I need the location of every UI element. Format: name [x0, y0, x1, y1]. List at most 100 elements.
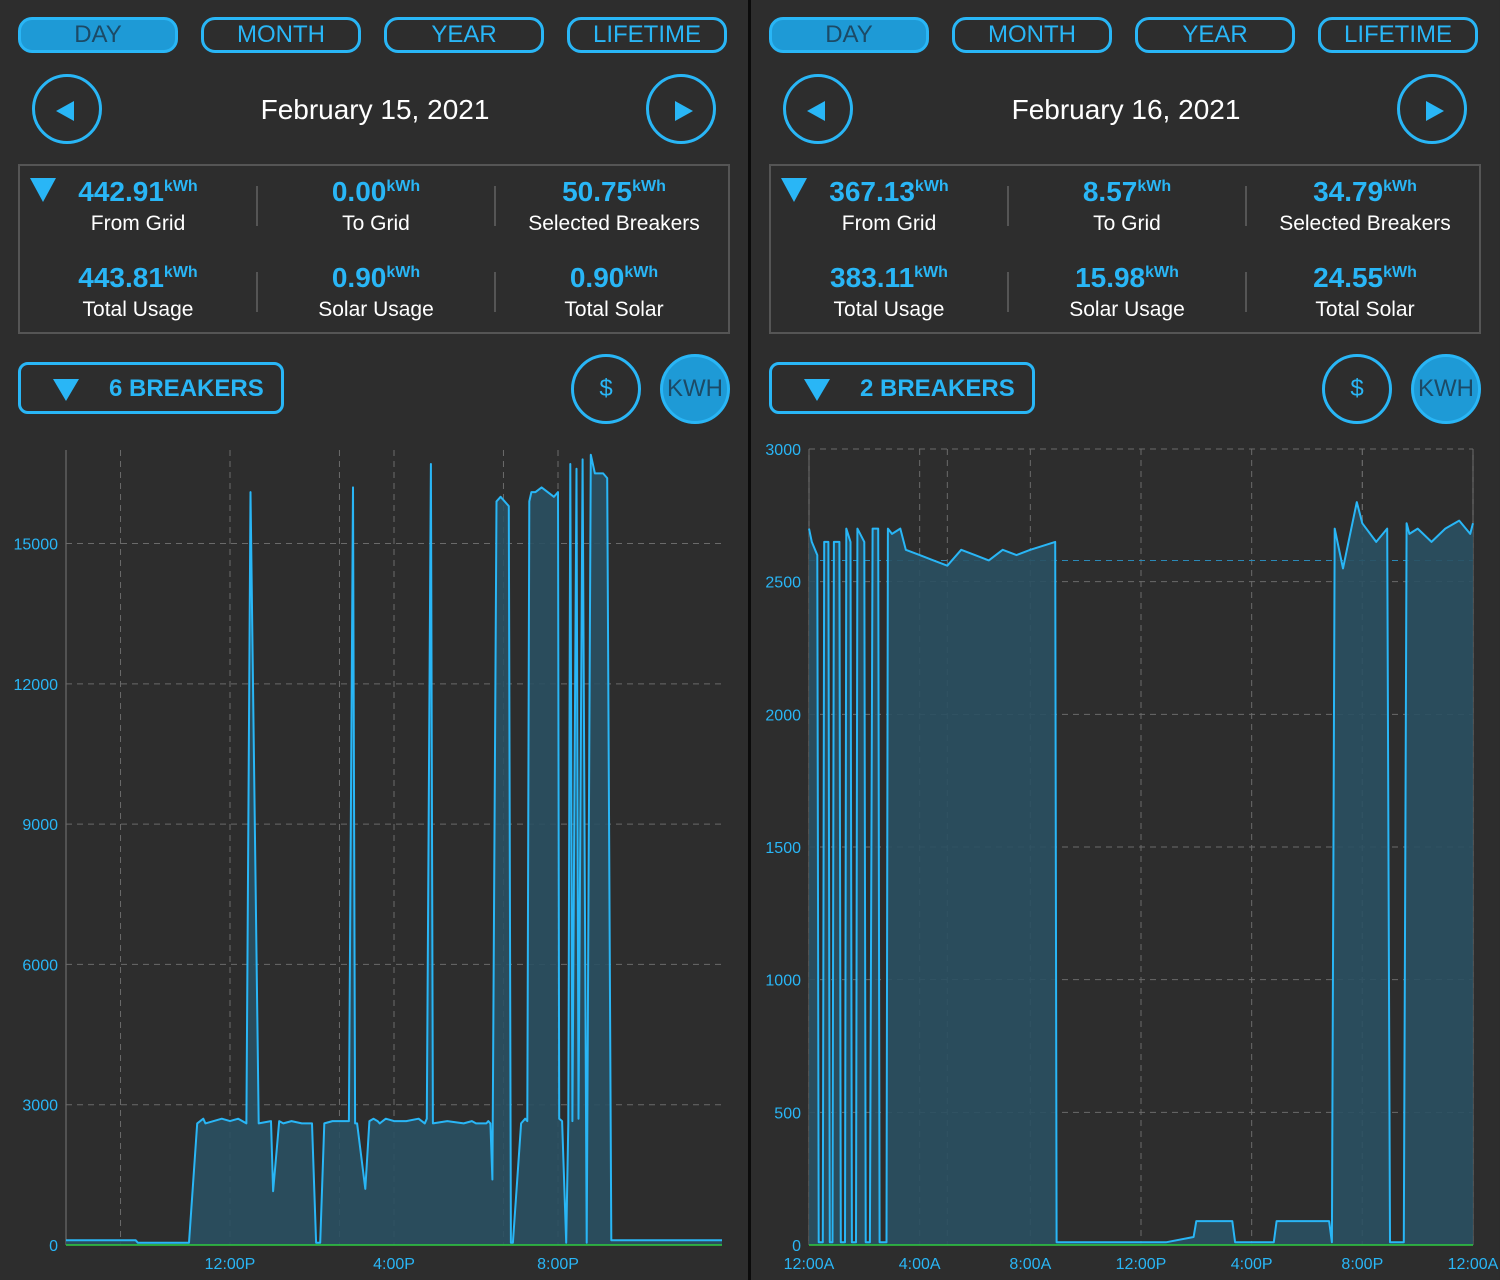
- y-tick-label: 0: [792, 1238, 801, 1255]
- tab-lifetime[interactable]: LIFETIME: [1318, 17, 1478, 53]
- stat-label: Total Usage: [833, 298, 945, 321]
- stat-separator: [494, 272, 496, 312]
- y-tick-label: 1000: [765, 973, 801, 990]
- dropdown-triangle-icon: [804, 379, 830, 401]
- stat-label: To Grid: [342, 212, 410, 235]
- dollar-unit-button[interactable]: $: [1322, 354, 1392, 424]
- tab-day[interactable]: DAY: [769, 17, 929, 53]
- tab-month[interactable]: MONTH: [201, 17, 361, 53]
- usage-line: [66, 453, 722, 1244]
- stat-selected-breakers: 34.79kWh Selected Breakers: [1247, 176, 1483, 238]
- stat-value: 0.90: [331, 262, 387, 293]
- stat-label: Selected Breakers: [1279, 212, 1451, 235]
- tab-lifetime[interactable]: LIFETIME: [567, 17, 727, 53]
- y-tick-label: 6000: [22, 957, 58, 974]
- next-day-button[interactable]: [646, 74, 716, 144]
- stat-label: Total Solar: [564, 298, 664, 321]
- stat-separator: [1007, 272, 1009, 312]
- x-tick-label: 12:00P: [205, 1256, 256, 1273]
- tab-month[interactable]: MONTH: [952, 17, 1112, 53]
- panel-divider: [748, 0, 751, 1280]
- triangle-right-icon: [675, 101, 693, 121]
- stat-separator: [256, 186, 258, 226]
- stat-from-grid: 442.91kWh From Grid: [20, 176, 256, 238]
- y-tick-label: 1500: [765, 840, 801, 857]
- stat-separator: [1245, 272, 1247, 312]
- stat-label: Total Usage: [82, 298, 194, 321]
- date-label: February 16, 2021: [1011, 94, 1241, 125]
- usage-line: [808, 501, 1474, 1244]
- stat-total-solar: 0.90kWh Total Solar: [496, 262, 732, 324]
- breakers-selector-button[interactable]: 6 BREAKERS: [18, 362, 284, 414]
- previous-day-button[interactable]: [32, 74, 102, 144]
- stat-separator: [1245, 186, 1247, 226]
- collapse-stats-icon[interactable]: [781, 178, 807, 202]
- y-tick-label: 2000: [765, 707, 801, 724]
- energy-panel-feb-16: DAY MONTH YEAR LIFETIME February 16, 202…: [751, 0, 1499, 1280]
- x-tick-label: 4:00A: [899, 1256, 941, 1273]
- triangle-right-icon: [1426, 101, 1444, 121]
- stat-label: To Grid: [1093, 212, 1161, 235]
- stat-unit: kWh: [163, 178, 198, 195]
- stat-label: Total Solar: [1315, 298, 1415, 321]
- stat-selected-breakers: 50.75kWh Selected Breakers: [496, 176, 732, 238]
- x-tick-label: 12:00P: [1116, 1256, 1167, 1273]
- stat-solar-usage: 15.98kWh Solar Usage: [1009, 262, 1245, 324]
- stat-value: 34.79: [1313, 176, 1384, 207]
- stat-label: Solar Usage: [1069, 298, 1185, 321]
- breakers-label: 6 BREAKERS: [109, 375, 264, 402]
- stat-label: Selected Breakers: [528, 212, 700, 235]
- stat-unit: kWh: [624, 264, 659, 281]
- stat-value: 367.13: [829, 176, 915, 207]
- stat-value: 8.57: [1082, 176, 1138, 207]
- tab-day[interactable]: DAY: [18, 17, 178, 53]
- y-tick-label: 9000: [22, 817, 58, 834]
- y-tick-label: 3000: [22, 1098, 58, 1115]
- y-tick-label: 15000: [14, 537, 59, 554]
- stat-separator: [256, 272, 258, 312]
- kwh-unit-button[interactable]: KWH: [660, 354, 730, 424]
- tab-year[interactable]: YEAR: [384, 17, 544, 53]
- x-tick-label: 8:00P: [1341, 1256, 1383, 1273]
- tab-year[interactable]: YEAR: [1135, 17, 1295, 53]
- dollar-unit-button[interactable]: $: [571, 354, 641, 424]
- kwh-unit-button[interactable]: KWH: [1411, 354, 1481, 424]
- stat-from-grid: 367.13kWh From Grid: [771, 176, 1007, 238]
- stat-label: From Grid: [90, 212, 186, 235]
- stat-unit: kWh: [386, 178, 421, 195]
- next-day-button[interactable]: [1397, 74, 1467, 144]
- usage-chart: 0 3000 6000 9000 12000 15000 12:00P 4:00P 8:00P: [14, 450, 722, 1273]
- usage-chart: 0 500 1000 1500 2000 2500 3000 12:00A 4:00A 8:00A…: [765, 442, 1498, 1273]
- usage-area: [809, 502, 1473, 1246]
- stat-unit: kWh: [632, 178, 666, 195]
- stat-unit: kWh: [1145, 264, 1179, 281]
- stat-unit: kWh: [914, 264, 948, 281]
- stat-total-usage: 383.11kWh Total Usage: [771, 262, 1007, 324]
- stat-label: Solar Usage: [318, 298, 434, 321]
- stat-value: 442.91: [78, 176, 164, 207]
- stat-unit: kWh: [1137, 178, 1172, 195]
- stat-value: 15.98: [1075, 262, 1146, 293]
- breakers-selector-button[interactable]: 2 BREAKERS: [769, 362, 1035, 414]
- y-tick-label: 0: [49, 1238, 58, 1255]
- breakers-label: 2 BREAKERS: [860, 375, 1015, 402]
- triangle-left-icon: [56, 101, 74, 121]
- stat-unit: kWh: [1383, 178, 1417, 195]
- stat-unit: kWh: [163, 264, 198, 281]
- stat-value: 50.75: [562, 176, 633, 207]
- stat-to-grid: 0.00kWh To Grid: [258, 176, 494, 238]
- stat-value: 0.90: [569, 262, 625, 293]
- stat-to-grid: 8.57kWh To Grid: [1009, 176, 1245, 238]
- y-tick-label: 2500: [765, 575, 801, 592]
- stat-unit: kWh: [914, 178, 949, 195]
- previous-day-button[interactable]: [783, 74, 853, 144]
- stat-separator: [1007, 186, 1009, 226]
- collapse-stats-icon[interactable]: [30, 178, 56, 202]
- date-label: February 15, 2021: [260, 94, 490, 125]
- x-tick-label: 8:00P: [537, 1256, 579, 1273]
- y-tick-label: 3000: [765, 442, 801, 459]
- stat-total-solar: 24.55kWh Total Solar: [1247, 262, 1483, 324]
- energy-panel-feb-15: DAY MONTH YEAR LIFETIME February 15, 202…: [0, 0, 748, 1280]
- stat-separator: [494, 186, 496, 226]
- stat-label: From Grid: [841, 212, 937, 235]
